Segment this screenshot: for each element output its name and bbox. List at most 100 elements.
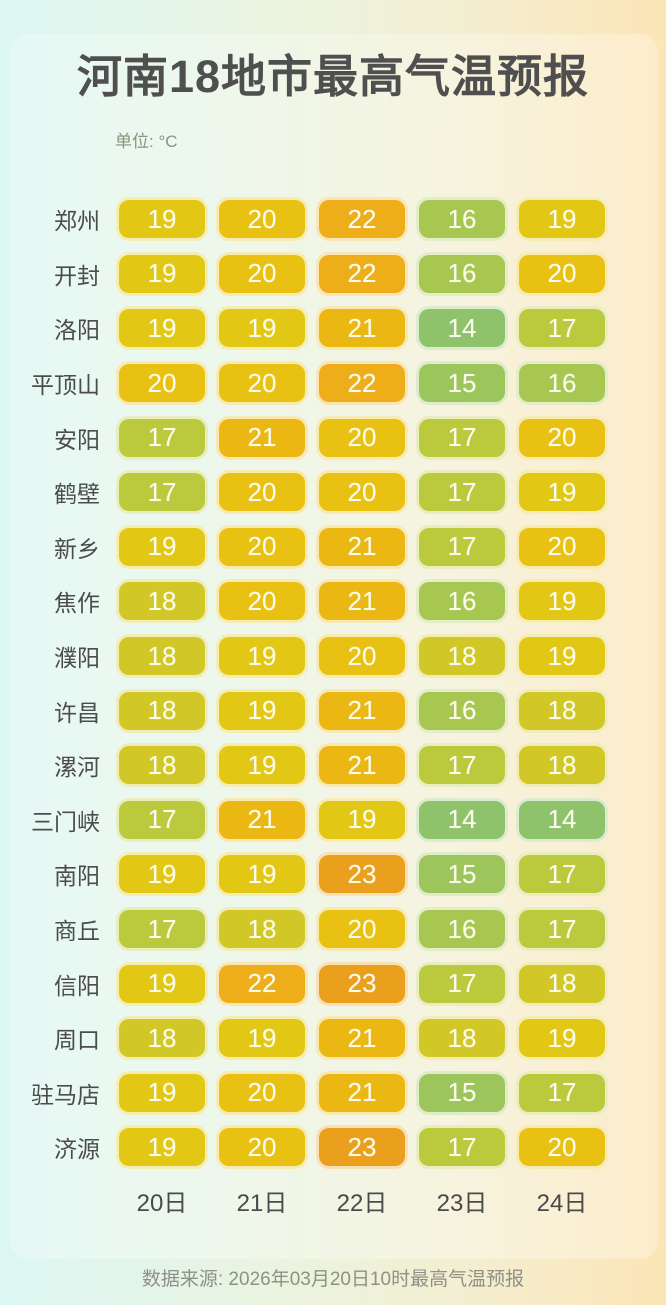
temp-pill: 17: [116, 907, 208, 952]
table-row: 济源 19 20 23 17 20: [0, 1120, 666, 1175]
temp-pill: 21: [216, 415, 308, 460]
temp-pill: 20: [216, 1070, 308, 1115]
temp-pill: 23: [316, 852, 408, 897]
temp-pill: 20: [216, 361, 308, 406]
city-label: 焦作: [54, 590, 100, 617]
temp-cell: 18: [512, 688, 612, 733]
temp-cell: 19: [212, 306, 312, 351]
temp-pill: 19: [216, 1016, 308, 1061]
temp-pill: 22: [316, 197, 408, 242]
temp-cell: 22: [312, 197, 412, 242]
temp-pill: 19: [516, 197, 608, 242]
temp-cell: 21: [312, 579, 412, 624]
temp-cell: 16: [412, 579, 512, 624]
temp-pill: 16: [516, 361, 608, 406]
temp-cell: 21: [312, 524, 412, 569]
temp-cell: 19: [112, 197, 212, 242]
temp-pill: 19: [216, 688, 308, 733]
temp-cell: 19: [512, 579, 612, 624]
temp-pill: 20: [316, 470, 408, 515]
temp-cell: 20: [212, 197, 312, 242]
temp-pill: 20: [516, 1125, 608, 1170]
temp-cell: 19: [512, 197, 612, 242]
temp-cell: 18: [112, 1016, 212, 1061]
temp-cell: 23: [312, 1125, 412, 1170]
temp-cell: 19: [212, 634, 312, 679]
temp-pill: 19: [116, 251, 208, 296]
temp-pill: 19: [116, 524, 208, 569]
temperature-table: 郑州 19 20 22 16 19 开封 19 20 22 16 20 洛阳 19 19 21 14 17 平顶山 2…: [0, 192, 666, 1175]
temp-pill: 21: [316, 579, 408, 624]
temp-cell: 14: [412, 306, 512, 351]
temp-cell: 22: [312, 251, 412, 296]
city-label: 许昌: [54, 699, 100, 726]
temp-cell: 20: [512, 415, 612, 460]
temp-cell: 14: [412, 797, 512, 842]
table-row: 新乡 19 20 21 17 20: [0, 520, 666, 575]
temp-cell: 19: [212, 1016, 312, 1061]
temp-cell: 17: [112, 907, 212, 952]
city-label: 周口: [54, 1027, 100, 1054]
temp-cell: 21: [312, 306, 412, 351]
temp-pill: 20: [516, 524, 608, 569]
temp-pill: 17: [116, 415, 208, 460]
temp-cell: 21: [312, 688, 412, 733]
temp-pill: 20: [216, 197, 308, 242]
temp-cell: 18: [112, 743, 212, 788]
table-row: 南阳 19 19 23 15 17: [0, 847, 666, 902]
temp-pill: 19: [216, 634, 308, 679]
temp-cell: 19: [212, 852, 312, 897]
temp-cell: 17: [412, 470, 512, 515]
temp-pill: 20: [316, 415, 408, 460]
temp-pill: 20: [216, 470, 308, 515]
page-title: 河南18地市最高气温预报: [76, 51, 590, 102]
temp-pill: 20: [316, 634, 408, 679]
temp-cell: 18: [112, 634, 212, 679]
temp-cell: 17: [412, 415, 512, 460]
temp-pill: 20: [216, 524, 308, 569]
temp-cell: 20: [512, 524, 612, 569]
temp-cell: 17: [112, 415, 212, 460]
temp-cell: 15: [412, 852, 512, 897]
temp-pill: 20: [216, 251, 308, 296]
temp-cell: 19: [112, 251, 212, 296]
temp-cell: 19: [112, 961, 212, 1006]
temp-pill: 17: [116, 470, 208, 515]
temp-pill: 16: [416, 251, 508, 296]
temp-pill: 17: [516, 306, 608, 351]
date-axis: 20日 21日 22日 23日 24日: [0, 1183, 666, 1218]
date-label: 22日: [336, 1189, 388, 1217]
temp-pill: 21: [316, 688, 408, 733]
temp-cell: 18: [512, 743, 612, 788]
temp-cell: 17: [112, 470, 212, 515]
city-label: 开封: [54, 262, 100, 289]
temp-pill: 15: [416, 361, 508, 406]
temp-cell: 20: [212, 1070, 312, 1115]
city-label: 鹤壁: [54, 481, 100, 508]
temp-pill: 18: [416, 1016, 508, 1061]
temp-pill: 17: [516, 852, 608, 897]
temp-cell: 15: [412, 361, 512, 406]
temp-pill: 16: [416, 688, 508, 733]
city-label: 信阳: [54, 972, 100, 999]
temp-cell: 20: [312, 470, 412, 515]
table-row: 焦作 18 20 21 16 19: [0, 574, 666, 629]
temp-pill: 20: [516, 251, 608, 296]
temp-cell: 20: [212, 470, 312, 515]
temp-pill: 18: [116, 688, 208, 733]
temp-cell: 17: [412, 1125, 512, 1170]
temp-pill: 21: [316, 743, 408, 788]
temp-pill: 19: [116, 961, 208, 1006]
temp-cell: 18: [512, 961, 612, 1006]
date-label: 24日: [536, 1189, 588, 1217]
temp-pill: 19: [216, 743, 308, 788]
temp-pill: 19: [516, 634, 608, 679]
temp-pill: 20: [216, 579, 308, 624]
city-label: 安阳: [54, 426, 100, 453]
data-source: 数据来源: 2026年03月20日10时最高气温预报: [141, 1268, 525, 1290]
city-label: 濮阳: [54, 645, 100, 672]
temp-cell: 20: [212, 361, 312, 406]
temp-pill: 23: [316, 961, 408, 1006]
temp-pill: 18: [416, 634, 508, 679]
